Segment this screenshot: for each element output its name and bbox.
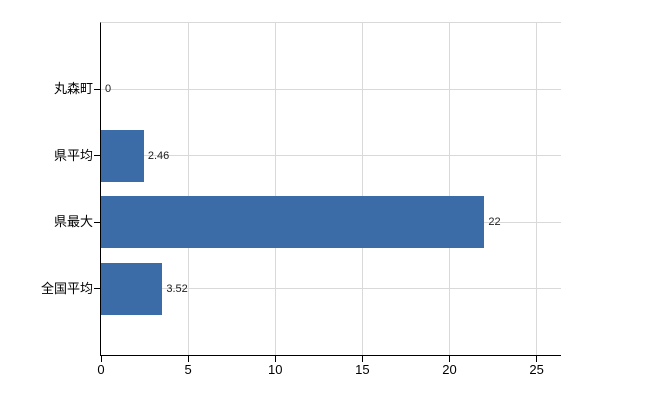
bar bbox=[101, 262, 163, 315]
x-tick-label: 0 bbox=[97, 362, 105, 377]
gridline-vertical bbox=[361, 23, 363, 355]
bar-value-label: 3.52 bbox=[166, 282, 188, 295]
bar-value-label: 22 bbox=[488, 216, 501, 229]
bar-value-label: 0 bbox=[105, 83, 112, 96]
gridline-vertical bbox=[536, 23, 538, 355]
category-label: 県平均 bbox=[53, 147, 93, 163]
y-axis-tick bbox=[94, 88, 100, 90]
gridline-vertical bbox=[187, 23, 189, 355]
x-axis-tick bbox=[100, 356, 102, 362]
bar bbox=[101, 196, 485, 249]
x-tick-label: 20 bbox=[442, 362, 457, 377]
category-label: 丸森町 bbox=[53, 81, 93, 97]
x-tick-label: 5 bbox=[184, 362, 192, 377]
x-axis-tick bbox=[187, 356, 189, 362]
x-axis-tick bbox=[274, 356, 276, 362]
gridline-vertical bbox=[448, 23, 450, 355]
y-axis-tick bbox=[94, 155, 100, 157]
bar bbox=[101, 129, 144, 182]
x-tick-label: 25 bbox=[529, 362, 544, 377]
gridline-horizontal bbox=[101, 88, 561, 90]
y-axis-tick bbox=[94, 221, 100, 223]
gridline-horizontal bbox=[101, 288, 561, 290]
gridline-horizontal bbox=[101, 155, 561, 157]
y-axis-tick bbox=[94, 288, 100, 290]
gridline-vertical bbox=[274, 23, 276, 355]
bar-value-label: 2.46 bbox=[147, 149, 170, 162]
plot-area: 0 丸森町 2.46 県平均 22 県最大 3.52 全国平均 0 5 10 15 20 25 bbox=[41, 22, 561, 377]
x-axis-tick bbox=[536, 356, 538, 362]
x-axis-tick bbox=[448, 356, 450, 362]
x-tick-label: 10 bbox=[268, 362, 283, 377]
category-label: 全国平均 bbox=[40, 280, 93, 296]
x-tick-label: 15 bbox=[355, 362, 370, 377]
x-axis-tick bbox=[361, 356, 363, 362]
category-label: 県最大 bbox=[53, 214, 93, 230]
